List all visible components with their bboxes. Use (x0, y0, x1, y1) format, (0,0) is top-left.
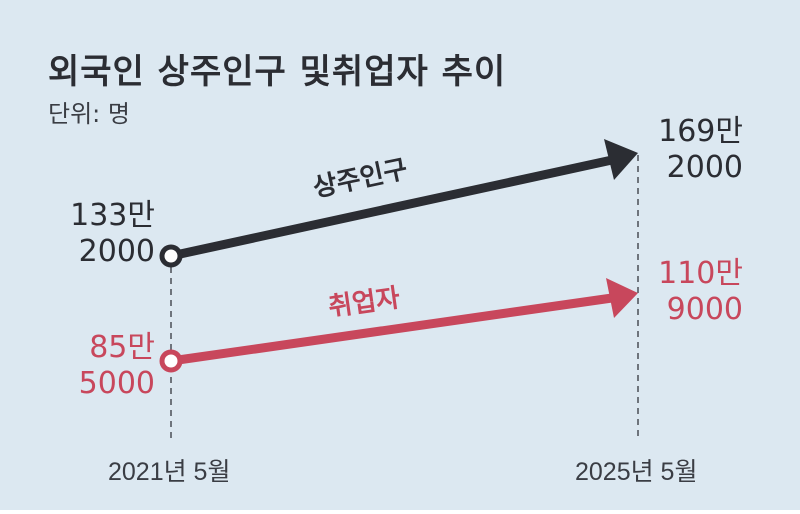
employed-start-marker (159, 349, 183, 373)
bottom-border (0, 510, 800, 514)
employed-arrow-icon (606, 278, 638, 318)
chart-title: 외국인 상주인구 및취업자 추이 (48, 52, 507, 92)
employed-start-value: 85만 5000 (78, 330, 155, 401)
resident-start-marker (159, 244, 183, 268)
resident-arrow-icon (604, 139, 638, 180)
resident-line (170, 155, 613, 261)
x-label-end: 2025년 5월 (575, 458, 698, 486)
x-label-start: 2021년 5월 (108, 458, 231, 486)
unit-label: 단위: 명 (48, 100, 130, 128)
resident-end-value: 169만 2000 (658, 114, 743, 185)
employed-line (170, 293, 613, 366)
resident-start-value: 133만 2000 (70, 198, 155, 269)
employed-end-value: 110만 9000 (658, 256, 743, 327)
